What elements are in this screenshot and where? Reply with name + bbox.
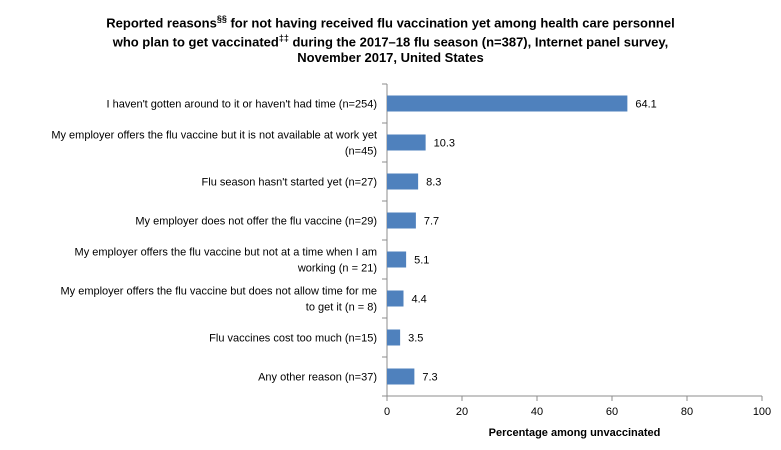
bar [387, 251, 407, 268]
bar [387, 368, 415, 385]
bar [387, 212, 416, 229]
x-tick-label: 20 [456, 406, 468, 418]
bar-value-label: 10.3 [434, 138, 455, 150]
category-label: Flu season hasn't started yet (n=27) [202, 177, 377, 189]
bar-value-label: 3.5 [408, 333, 423, 345]
category-label: Any other reason (n=37) [258, 372, 377, 384]
bar [387, 95, 628, 112]
x-tick-label: 100 [753, 406, 771, 418]
x-tick-label: 80 [681, 406, 693, 418]
bar [387, 173, 419, 190]
chart-title-line-1: Reported reasons§§ for not having receiv… [106, 14, 675, 31]
category-label: My employer does not offer the flu vacci… [135, 216, 377, 228]
bar-value-label: 4.4 [412, 294, 427, 306]
category-label: to get it (n = 8) [306, 302, 377, 314]
chart-title-line-3: November 2017, United States [297, 50, 484, 65]
bar-value-label: 8.3 [426, 177, 441, 189]
bar [387, 134, 426, 151]
category-label: My employer offers the flu vaccine but n… [75, 247, 377, 259]
bar-value-label: 7.7 [424, 216, 439, 228]
bar [387, 290, 404, 307]
bar-value-label: 7.3 [422, 372, 437, 384]
bar-value-label: 64.1 [635, 99, 656, 111]
chart-title-line-2: who plan to get vaccinated‡‡ during the … [112, 33, 669, 50]
bar-value-label: 5.1 [414, 255, 429, 267]
category-label: working (n = 21) [297, 263, 377, 275]
category-label: Flu vaccines cost too much (n=15) [209, 333, 377, 345]
category-label: I haven't gotten around to it or haven't… [106, 99, 377, 111]
bar [387, 329, 401, 346]
category-label: (n=45) [345, 146, 377, 158]
category-label: My employer offers the flu vaccine but i… [51, 130, 377, 142]
x-axis-title: Percentage among unvaccinated [489, 427, 661, 439]
x-tick-label: 40 [531, 406, 543, 418]
x-tick-label: 60 [606, 406, 618, 418]
category-label: My employer offers the flu vaccine but d… [61, 286, 378, 298]
x-tick-label: 0 [384, 406, 390, 418]
